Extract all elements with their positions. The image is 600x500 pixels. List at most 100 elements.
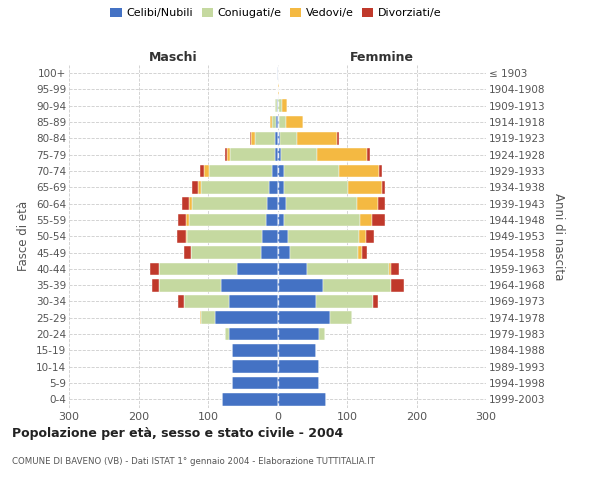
Bar	[277, 360, 319, 373]
Bar	[337, 132, 338, 145]
Bar	[197, 181, 201, 194]
Bar	[272, 116, 276, 128]
Bar	[221, 279, 277, 291]
Bar	[359, 230, 366, 242]
Bar	[366, 230, 374, 242]
Bar	[277, 116, 279, 128]
Bar	[277, 376, 319, 390]
Bar	[277, 279, 323, 291]
Bar	[201, 312, 215, 324]
Bar	[229, 328, 277, 340]
Bar	[275, 100, 277, 112]
Bar	[209, 164, 272, 177]
Bar	[277, 295, 316, 308]
Bar	[182, 198, 189, 210]
Bar	[382, 181, 385, 194]
Bar	[200, 312, 201, 324]
Bar	[317, 148, 367, 161]
Bar	[178, 295, 184, 308]
Bar	[251, 132, 255, 145]
Bar	[277, 230, 288, 242]
Bar	[297, 132, 337, 145]
Text: Maschi: Maschi	[149, 51, 197, 64]
Bar	[277, 262, 307, 275]
Bar	[261, 246, 277, 259]
Bar	[277, 328, 319, 340]
Bar	[227, 148, 230, 161]
Bar	[277, 246, 290, 259]
Bar	[276, 116, 277, 128]
Bar	[184, 295, 229, 308]
Bar	[270, 116, 272, 128]
Bar	[284, 214, 359, 226]
Bar	[280, 132, 297, 145]
Bar	[288, 230, 359, 242]
Bar	[278, 83, 279, 96]
Bar	[389, 262, 391, 275]
Bar	[277, 132, 280, 145]
Bar	[277, 100, 278, 112]
Y-axis label: Fasce di età: Fasce di età	[17, 201, 31, 272]
Bar	[357, 198, 377, 210]
Bar	[200, 164, 204, 177]
Bar	[277, 393, 326, 406]
Bar	[277, 344, 316, 357]
Bar	[377, 198, 385, 210]
Bar	[204, 164, 209, 177]
Bar	[286, 198, 357, 210]
Bar	[277, 148, 281, 161]
Bar	[281, 100, 287, 112]
Bar	[279, 116, 286, 128]
Bar	[373, 295, 378, 308]
Bar	[284, 181, 349, 194]
Bar	[358, 246, 362, 259]
Bar	[367, 148, 370, 161]
Bar	[277, 181, 284, 194]
Text: Femmine: Femmine	[350, 51, 414, 64]
Bar	[391, 262, 399, 275]
Bar	[316, 295, 373, 308]
Bar	[158, 262, 160, 275]
Bar	[201, 181, 269, 194]
Bar	[307, 262, 389, 275]
Bar	[277, 214, 284, 226]
Bar	[267, 198, 277, 210]
Bar	[152, 279, 160, 291]
Bar	[178, 230, 186, 242]
Bar	[284, 164, 338, 177]
Bar	[269, 181, 277, 194]
Bar	[192, 181, 197, 194]
Bar	[323, 279, 391, 291]
Y-axis label: Anni di nascita: Anni di nascita	[552, 192, 565, 280]
Bar	[359, 214, 372, 226]
Bar	[349, 181, 382, 194]
Bar	[160, 262, 237, 275]
Bar	[379, 164, 382, 177]
Bar	[237, 262, 277, 275]
Bar	[186, 230, 187, 242]
Bar	[372, 214, 385, 226]
Bar	[187, 214, 188, 226]
Bar	[319, 328, 325, 340]
Bar	[255, 132, 275, 145]
Bar	[189, 198, 192, 210]
Bar	[275, 132, 277, 145]
Text: COMUNE DI BAVENO (VB) - Dati ISTAT 1° gennaio 2004 - Elaborazione TUTTITALIA.IT: COMUNE DI BAVENO (VB) - Dati ISTAT 1° ge…	[12, 458, 375, 466]
Bar	[329, 312, 352, 324]
Bar	[338, 164, 379, 177]
Bar	[232, 360, 277, 373]
Bar	[226, 148, 227, 161]
Bar	[232, 344, 277, 357]
Bar	[275, 148, 277, 161]
Bar	[151, 262, 158, 275]
Bar	[232, 376, 277, 390]
Bar	[277, 67, 278, 80]
Bar	[188, 214, 266, 226]
Bar	[277, 164, 284, 177]
Bar	[266, 214, 277, 226]
Legend: Celibi/Nubili, Coniugati/e, Vedovi/e, Divorziati/e: Celibi/Nubili, Coniugati/e, Vedovi/e, Di…	[106, 3, 446, 22]
Bar	[184, 246, 191, 259]
Bar	[229, 295, 277, 308]
Bar	[230, 148, 275, 161]
Text: Popolazione per età, sesso e stato civile - 2004: Popolazione per età, sesso e stato civil…	[12, 428, 343, 440]
